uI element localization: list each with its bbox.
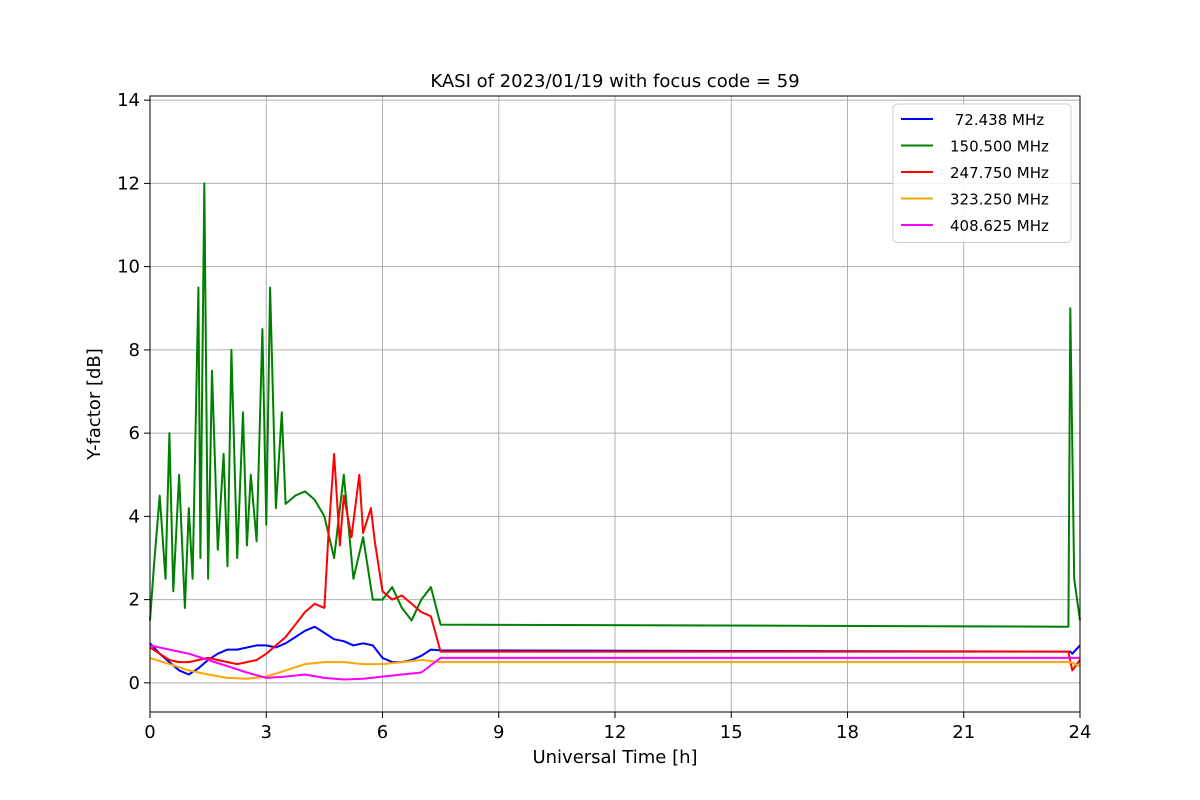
series-line bbox=[149, 644, 1080, 681]
x-tick-label: 3 bbox=[261, 722, 272, 743]
chart-title: KASI of 2023/01/19 with focus code = 59 bbox=[430, 71, 799, 92]
legend-label: 247.750 MHz bbox=[950, 164, 1049, 182]
x-tick-label: 0 bbox=[144, 722, 155, 743]
x-tick-label: 18 bbox=[836, 722, 859, 743]
series-line bbox=[149, 182, 1081, 628]
x-tick-label: 15 bbox=[720, 722, 743, 743]
legend-label: 408.625 MHz bbox=[950, 217, 1049, 235]
legend-box bbox=[892, 103, 1072, 243]
y-tick-label: 10 bbox=[117, 257, 140, 278]
x-tick-label: 21 bbox=[952, 722, 975, 743]
y-tick-label: 0 bbox=[129, 673, 140, 694]
x-tick-label: 12 bbox=[604, 722, 627, 743]
x-tick-label: 9 bbox=[493, 722, 504, 743]
y-tick-label: 8 bbox=[129, 340, 140, 361]
x-tick-label: 6 bbox=[377, 722, 388, 743]
y-tick-label: 4 bbox=[129, 506, 140, 527]
x-tick-label: 24 bbox=[1069, 722, 1092, 743]
x-axis-label: Universal Time [h] bbox=[532, 747, 697, 768]
y-tick-label: 14 bbox=[117, 90, 140, 111]
legend-label: 72.438 MHz bbox=[950, 111, 1044, 129]
series-line bbox=[149, 452, 1081, 672]
series-line bbox=[149, 656, 1081, 680]
legend-label: 323.250 MHz bbox=[950, 191, 1049, 209]
y-tick-label: 12 bbox=[117, 173, 140, 194]
series-lines bbox=[149, 182, 1081, 681]
series-line bbox=[149, 625, 1081, 676]
y-axis-label: Y-factor [dB] bbox=[84, 348, 105, 461]
y-tick-label: 6 bbox=[129, 423, 140, 444]
y-tick-label: 2 bbox=[129, 590, 140, 611]
legend-label: 150.500 MHz bbox=[950, 138, 1049, 156]
legend: 72.438 MHz 150.500 MHz 247.750 MHz 323.250 … bbox=[892, 103, 1072, 243]
